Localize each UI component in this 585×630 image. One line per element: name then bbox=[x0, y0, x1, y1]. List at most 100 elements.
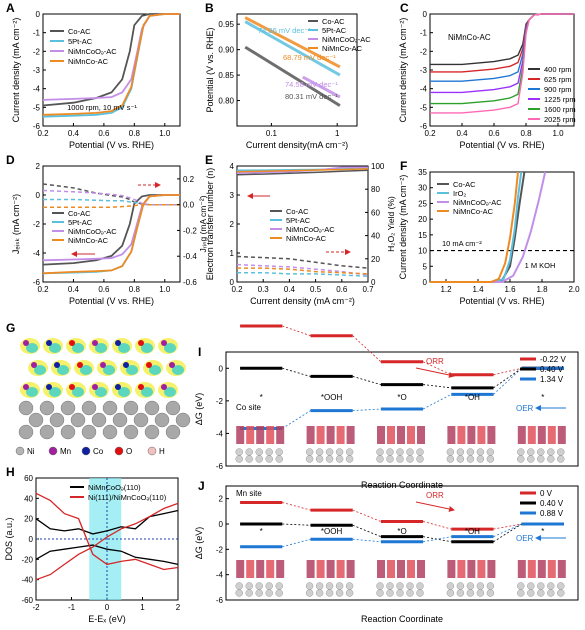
legend-entry: Co-AC bbox=[68, 27, 91, 36]
ni-atom bbox=[446, 448, 455, 456]
ni-atom bbox=[345, 582, 354, 590]
y-tick-label: 3 bbox=[230, 191, 235, 200]
ni-atom bbox=[456, 589, 465, 597]
ni-atom bbox=[527, 448, 535, 456]
charge-density-blob bbox=[141, 387, 153, 397]
x-tick-label: 0.8 bbox=[129, 285, 141, 294]
panel-label: C bbox=[400, 1, 409, 15]
ni-atom bbox=[91, 412, 107, 428]
oxide-atom bbox=[547, 560, 556, 578]
panel-label: F bbox=[400, 159, 407, 173]
y-axis-label: Current density (mA cm⁻²) bbox=[398, 175, 408, 280]
ni-atom bbox=[396, 448, 404, 456]
oxide-atom bbox=[316, 560, 325, 578]
ni-atom bbox=[547, 448, 555, 456]
atom bbox=[161, 384, 167, 390]
ni-atom bbox=[245, 589, 253, 597]
legend-entry: IrO₂ bbox=[453, 189, 466, 198]
y2-axis-label: Jᵣᵢₙg (mA cm⁻²) bbox=[198, 195, 208, 252]
ni-atom bbox=[557, 582, 565, 590]
y-tick-label: -2 bbox=[33, 47, 41, 56]
y2-tick-label: -0.2 bbox=[183, 226, 197, 235]
ni-atom bbox=[235, 582, 243, 590]
charge-density-blob bbox=[149, 365, 161, 375]
plot-frame bbox=[225, 485, 579, 601]
connector-line bbox=[352, 509, 382, 522]
oxide-atom bbox=[417, 426, 425, 444]
ni-atom bbox=[255, 455, 263, 463]
oxide-atom bbox=[397, 560, 405, 578]
y-tick-label: 15 bbox=[418, 231, 427, 240]
connector-line bbox=[493, 367, 522, 376]
ni-atom bbox=[557, 448, 565, 456]
ni-atom bbox=[265, 589, 273, 597]
y-tick-label: -20 bbox=[21, 555, 33, 564]
y-tick-label: -2 bbox=[420, 47, 428, 56]
legend-entry: 1225 rpm bbox=[544, 95, 576, 104]
x-axis-label: Potential (V vs. RHE) bbox=[459, 140, 544, 150]
y2-tick-label: 0.2 bbox=[183, 175, 195, 184]
oxide-atom bbox=[477, 560, 486, 578]
y-tick-label: 0.85 bbox=[218, 71, 234, 80]
oxide-atom bbox=[256, 426, 265, 444]
oxide-atom bbox=[236, 426, 245, 444]
ni-atom bbox=[476, 448, 485, 456]
legend-entry: 0.40 V bbox=[540, 499, 564, 508]
atom bbox=[23, 384, 29, 390]
x-tick-label: 0.4 bbox=[456, 129, 468, 138]
oxide-atom bbox=[457, 426, 466, 444]
oxide-atom bbox=[467, 560, 476, 578]
plot-frame bbox=[42, 165, 181, 283]
ni-atom bbox=[335, 455, 344, 463]
ni-atom bbox=[386, 589, 394, 597]
legend-entry: NiMnCoOₔ-AC bbox=[68, 47, 117, 56]
connector-line bbox=[423, 536, 452, 543]
y-tick-label: 0.90 bbox=[218, 46, 234, 55]
x-tick-label: 1.6 bbox=[504, 285, 516, 294]
y-tick-label: 0 bbox=[230, 278, 235, 287]
legend-entry: NiMnCoOₔ-AC bbox=[453, 198, 502, 207]
ni-atom bbox=[376, 582, 384, 590]
y-tick-label: 10 bbox=[418, 247, 427, 256]
y-tick-label: 0 bbox=[36, 10, 41, 19]
oxide-atom bbox=[527, 560, 536, 578]
legend-entry: NiMnCoOₔ-AC bbox=[68, 227, 117, 236]
slope-label: 74.36 mV dec⁻¹ bbox=[258, 26, 311, 35]
legend-atom-icon bbox=[147, 446, 157, 456]
atom bbox=[161, 340, 167, 346]
connector-line bbox=[282, 538, 311, 548]
series-line bbox=[244, 16, 341, 69]
x-tick-label: 0.1 bbox=[266, 129, 278, 138]
oxide-atom bbox=[487, 426, 496, 444]
y-tick-label: 4 bbox=[230, 162, 235, 171]
ni-atom bbox=[305, 448, 314, 456]
orr-arrow-icon bbox=[415, 367, 455, 378]
x-axis-label: Potential (V vs. RHE) bbox=[459, 296, 544, 306]
ni-atom bbox=[123, 400, 139, 416]
legend-entry: Co-AC bbox=[286, 207, 309, 216]
annotation: 1000 rpm, 10 mV s⁻¹ bbox=[67, 103, 137, 112]
ni-atom bbox=[325, 455, 334, 463]
ni-atom bbox=[537, 589, 545, 597]
y-tick-label: 0 bbox=[423, 278, 428, 287]
legend-entry: 2025 rpm bbox=[544, 115, 576, 124]
ni-atom bbox=[376, 589, 384, 597]
plot-frame bbox=[236, 13, 358, 127]
series-line bbox=[430, 13, 574, 73]
series-line bbox=[430, 171, 523, 283]
ni-atom bbox=[456, 448, 465, 456]
ni-atom bbox=[386, 582, 394, 590]
legend-entry: H bbox=[159, 447, 165, 456]
series-line bbox=[236, 168, 369, 173]
ni-atom bbox=[517, 448, 525, 456]
category-label: * bbox=[260, 393, 263, 402]
oer-label: OER bbox=[516, 404, 534, 413]
ni-atom bbox=[476, 582, 485, 590]
charge-density-blob bbox=[80, 365, 92, 375]
x-tick-label: 0.8 bbox=[129, 129, 141, 138]
connector-line bbox=[352, 538, 381, 543]
series-line bbox=[42, 13, 180, 118]
legend-entry: 5Pt-AC bbox=[68, 37, 93, 46]
